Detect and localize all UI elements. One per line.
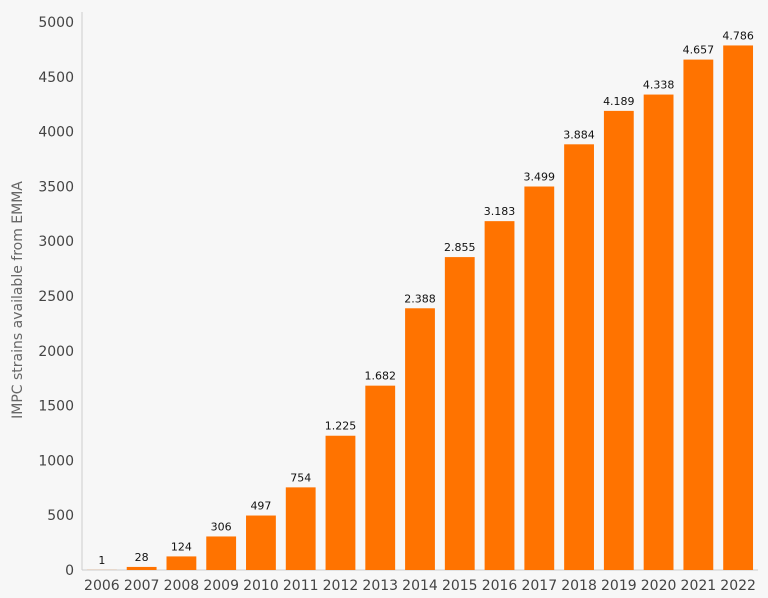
data-label-2006: 1 [98, 554, 105, 567]
bar-2013 [365, 385, 396, 570]
bar-2021 [683, 59, 714, 570]
data-label-2011: 754 [290, 471, 311, 484]
data-label-2012: 1.225 [325, 420, 357, 433]
data-label-2015: 2.855 [444, 241, 476, 254]
y-tick-label: 2000 [38, 344, 74, 360]
y-tick-label: 5000 [38, 15, 74, 31]
bar-2022 [723, 45, 754, 570]
data-label-2022: 4.786 [722, 29, 754, 42]
data-label-2017: 3.499 [524, 171, 556, 184]
bar-2011 [285, 487, 316, 570]
x-tick-label-2017: 2017 [521, 578, 557, 594]
x-tick-label-2009: 2009 [203, 578, 239, 594]
y-tick-label: 4000 [38, 125, 74, 141]
data-label-2013: 1.682 [364, 370, 396, 383]
x-tick-label-2012: 2012 [323, 578, 359, 594]
y-tick-label: 2500 [38, 289, 74, 305]
bar-2017 [524, 186, 555, 571]
bar-2009 [206, 536, 237, 570]
data-label-2016: 3.183 [484, 205, 516, 218]
x-tick-label-2020: 2020 [641, 578, 677, 594]
bar-2016 [484, 221, 515, 571]
data-label-2009: 306 [211, 520, 232, 533]
x-tick-label-2010: 2010 [243, 578, 279, 594]
y-tick-label: 3500 [38, 179, 74, 195]
x-tick-label-2016: 2016 [482, 578, 518, 594]
data-label-2008: 124 [171, 540, 192, 553]
x-tick-label-2006: 2006 [84, 578, 120, 594]
x-tick-label-2014: 2014 [402, 578, 438, 594]
data-label-2010: 497 [250, 500, 271, 513]
bar-2010 [246, 515, 276, 570]
data-label-2021: 4.657 [683, 44, 715, 57]
data-label-2007: 28 [135, 551, 149, 564]
x-tick-label-2015: 2015 [442, 578, 478, 594]
x-tick-label-2011: 2011 [283, 578, 319, 594]
x-tick-label-2008: 2008 [164, 578, 200, 594]
data-label-2020: 4.338 [643, 79, 675, 92]
x-tick-label-2007: 2007 [124, 578, 160, 594]
bar-2007 [126, 566, 157, 570]
data-label-2014: 2.388 [404, 292, 436, 305]
y-tick-label: 3000 [38, 234, 74, 250]
bar-2018 [564, 144, 594, 570]
bar-2014 [405, 308, 435, 570]
bar-2012 [325, 435, 356, 570]
data-label-2019: 4.189 [603, 95, 635, 108]
x-tick-label-2021: 2021 [681, 578, 717, 594]
bar-2020 [643, 94, 674, 570]
x-tick-label-2022: 2022 [720, 578, 756, 594]
bar-2015 [444, 257, 475, 570]
y-tick-label: 1000 [38, 453, 74, 469]
x-tick-label-2013: 2013 [362, 578, 398, 594]
y-tick-label: 4500 [38, 70, 74, 86]
y-tick-label: 0 [65, 563, 74, 579]
data-label-2018: 3.884 [563, 128, 595, 141]
y-axis-title: IMPC strains available from EMMA [10, 181, 26, 419]
bar-2019 [603, 110, 634, 571]
y-tick-label: 1500 [38, 399, 74, 415]
x-tick-label-2018: 2018 [561, 578, 597, 594]
bar-2008 [166, 556, 197, 570]
x-tick-label-2019: 2019 [601, 578, 637, 594]
y-tick-label: 500 [47, 508, 74, 524]
